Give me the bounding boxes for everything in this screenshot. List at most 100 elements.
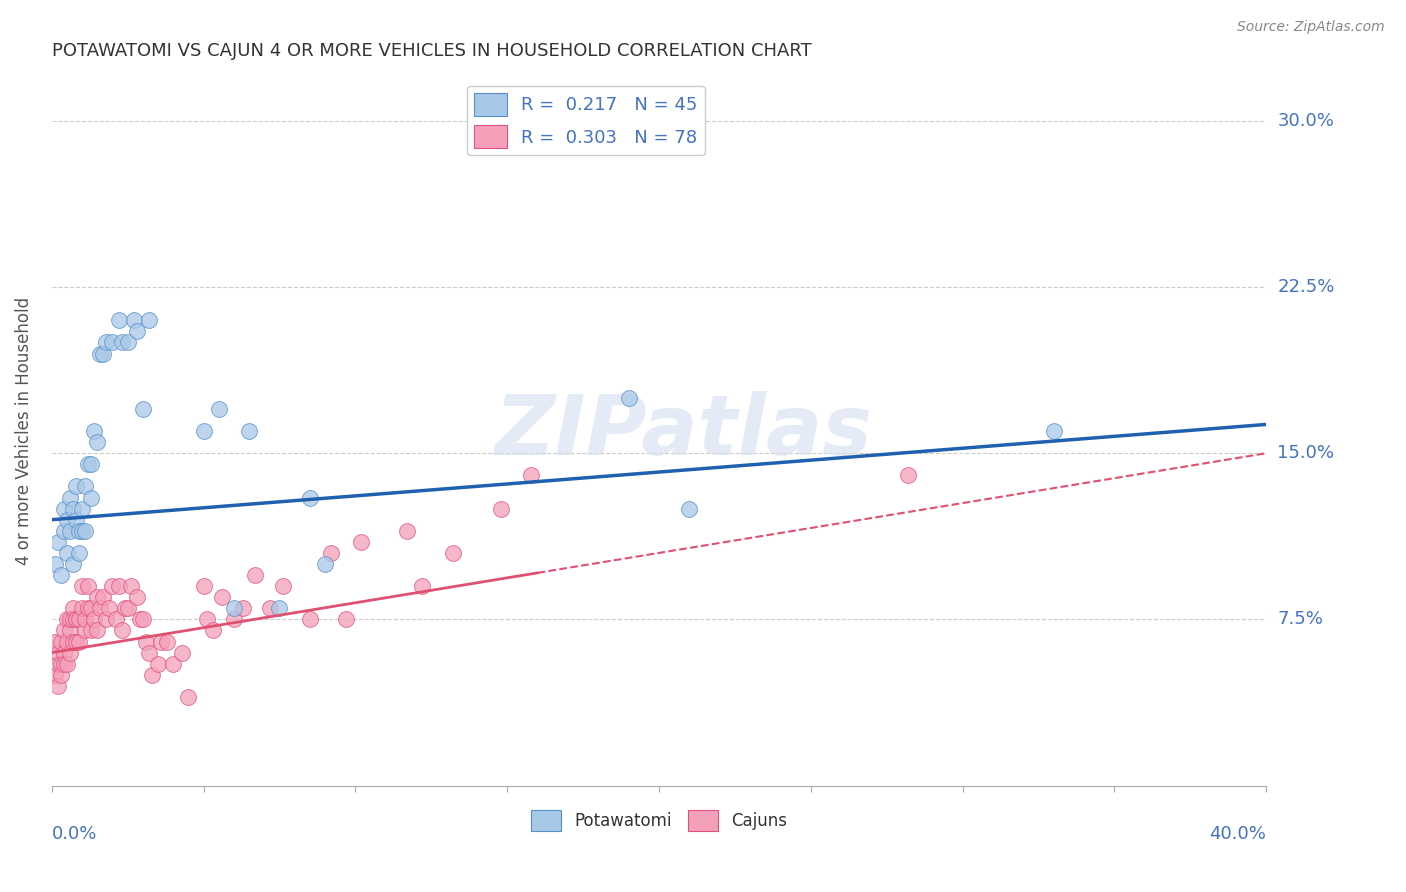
Text: 15.0%: 15.0% (1278, 444, 1334, 462)
Point (49, 634, 72, 648)
Point (86, 435, 108, 450)
Point (65, 479, 87, 493)
Point (122, 313, 145, 327)
Point (156, 634, 179, 648)
Point (49, 667, 72, 681)
Point (177, 690, 200, 704)
Y-axis label: 4 or more Vehicles in Household: 4 or more Vehicles in Household (15, 297, 32, 566)
Point (298, 491, 321, 505)
Point (125, 591, 148, 605)
Point (56, 657, 79, 671)
Point (62, 612, 84, 626)
Point (101, 579, 124, 593)
Point (98, 601, 121, 615)
Point (52, 501, 75, 516)
Point (243, 568, 266, 582)
Point (44, 667, 66, 681)
Point (314, 557, 336, 571)
Point (101, 335, 124, 350)
Text: POTAWATOMI VS CAJUN 4 OR MORE VEHICLES IN HOUSEHOLD CORRELATION CHART: POTAWATOMI VS CAJUN 4 OR MORE VEHICLES I… (52, 42, 811, 60)
Point (59, 646, 82, 660)
Point (52, 524, 75, 538)
Point (104, 612, 127, 626)
Point (56, 513, 79, 527)
Point (96, 335, 118, 350)
Point (411, 579, 433, 593)
Point (222, 601, 245, 615)
Point (70, 579, 93, 593)
Point (135, 634, 157, 648)
Point (195, 612, 218, 626)
Point (232, 601, 254, 615)
Point (86, 624, 108, 638)
Point (75, 479, 97, 493)
Point (80, 491, 103, 505)
Point (77, 579, 100, 593)
Point (75, 612, 97, 626)
Point (93, 346, 115, 360)
Point (89, 346, 111, 360)
Point (441, 546, 464, 560)
Point (62, 557, 84, 571)
Point (44, 634, 66, 648)
Point (193, 579, 215, 593)
Point (49, 657, 72, 671)
Point (70, 601, 93, 615)
Point (77, 458, 100, 472)
Point (141, 667, 163, 681)
Point (89, 601, 111, 615)
Point (1042, 424, 1064, 438)
Point (65, 634, 87, 648)
Point (128, 612, 150, 626)
Point (67, 612, 90, 626)
Point (67, 546, 90, 560)
Point (138, 646, 160, 660)
Point (62, 601, 84, 615)
Point (211, 591, 233, 605)
Point (62, 634, 84, 648)
Point (107, 579, 129, 593)
Point (67, 634, 90, 648)
Point (897, 468, 920, 483)
Point (617, 391, 640, 405)
Point (59, 612, 82, 626)
Point (162, 657, 184, 671)
Point (52, 646, 75, 660)
Legend: Potawatomi, Cajuns: Potawatomi, Cajuns (524, 804, 794, 838)
Point (65, 612, 87, 626)
Point (59, 491, 82, 505)
Point (107, 313, 129, 327)
Point (132, 612, 155, 626)
Point (59, 624, 82, 638)
Text: 7.5%: 7.5% (1278, 610, 1323, 628)
Point (172, 646, 194, 660)
Point (678, 501, 700, 516)
Point (319, 546, 342, 560)
Point (238, 424, 260, 438)
Point (46, 534, 69, 549)
Point (56, 612, 79, 626)
Point (46, 646, 69, 660)
Point (83, 424, 105, 438)
Point (56, 546, 79, 560)
Text: 40.0%: 40.0% (1209, 824, 1267, 843)
Point (222, 612, 245, 626)
Point (110, 624, 132, 638)
Point (59, 524, 82, 538)
Point (120, 579, 142, 593)
Text: 30.0%: 30.0% (1278, 112, 1334, 130)
Point (117, 601, 139, 615)
Point (44, 557, 66, 571)
Point (271, 579, 294, 593)
Point (146, 657, 169, 671)
Point (208, 401, 231, 416)
Point (77, 601, 100, 615)
Point (335, 612, 357, 626)
Point (62, 501, 84, 516)
Point (75, 624, 97, 638)
Point (52, 624, 75, 638)
Point (117, 335, 139, 350)
Point (65, 612, 87, 626)
Point (96, 612, 118, 626)
Point (520, 468, 543, 483)
